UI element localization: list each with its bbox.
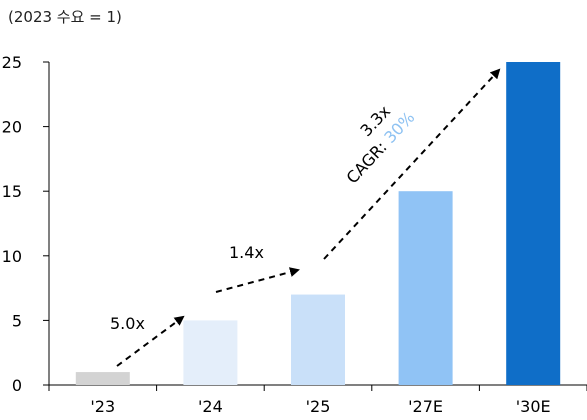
growth-arrow-1 (116, 315, 185, 367)
y-tick-label: 0 (12, 376, 22, 395)
multiplier-label: 5.0x (110, 314, 145, 333)
y-tick-label: 10 (2, 247, 22, 266)
x-tick-label: '24 (198, 397, 223, 416)
x-tick-label: '23 (90, 397, 115, 416)
growth-arrow-3 (323, 68, 501, 260)
y-tick-label: 20 (2, 118, 22, 137)
growth-arrow-2 (215, 267, 300, 293)
bar-2 (291, 294, 345, 385)
y-tick-label: 25 (2, 53, 22, 72)
unit-label: (2023 수요 = 1) (8, 8, 122, 26)
x-tick-label: '27E (408, 397, 443, 416)
bar-0 (75, 372, 130, 385)
bar-1 (183, 320, 238, 385)
x-tick-label: '25 (306, 397, 331, 416)
multiplier-label: 1.4x (229, 243, 264, 262)
y-tick-label: 5 (12, 311, 22, 330)
cagr-prefix: CAGR: (342, 134, 394, 187)
bar-4 (506, 62, 561, 385)
y-tick-label: 15 (2, 182, 22, 201)
x-tick-label: '30E (516, 397, 551, 416)
bar-3 (398, 191, 453, 385)
